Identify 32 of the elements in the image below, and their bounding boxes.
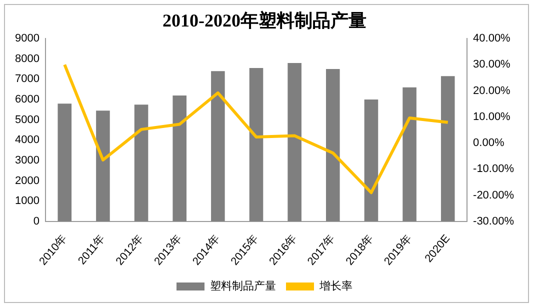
legend-label: 塑料制品产量 xyxy=(210,280,276,293)
y2-tick-label: -20.00% xyxy=(473,189,514,202)
y-tick-label: 5000 xyxy=(14,114,40,126)
bar xyxy=(96,110,110,222)
bar xyxy=(402,87,416,222)
bar xyxy=(288,62,302,222)
y-tick-label: 3000 xyxy=(14,154,40,166)
y-tick-label: 6000 xyxy=(14,94,40,106)
bar xyxy=(326,69,340,222)
chart-title: 2010-2020年塑料制品产量 xyxy=(162,10,366,30)
y2-tick-label: -10.00% xyxy=(473,163,514,176)
y2-tick-label: 0.00% xyxy=(473,137,504,150)
bar xyxy=(58,104,72,222)
y2-tick-label: -30.00% xyxy=(473,215,514,228)
bar xyxy=(172,95,186,222)
bar xyxy=(211,71,225,222)
y-tick-label: 9000 xyxy=(14,32,40,45)
y2-tick-label: 20.00% xyxy=(473,84,511,97)
y-tick-label: 8000 xyxy=(14,52,40,65)
y2-tick-label: 10.00% xyxy=(473,110,511,123)
y-tick-label: 4000 xyxy=(14,134,40,146)
bar xyxy=(364,100,378,222)
bar xyxy=(440,76,455,222)
bar xyxy=(249,68,264,222)
y-tick-label: 1000 xyxy=(14,195,40,208)
y-tick-label: 0 xyxy=(33,215,40,228)
y-tick-label: 7000 xyxy=(14,73,40,86)
y2-tick-label: 40.00% xyxy=(473,32,511,45)
y-tick-label: 2000 xyxy=(14,174,40,187)
bar xyxy=(134,104,148,222)
legend-label: 增长率 xyxy=(318,280,352,293)
y2-tick-label: 30.00% xyxy=(473,58,511,71)
